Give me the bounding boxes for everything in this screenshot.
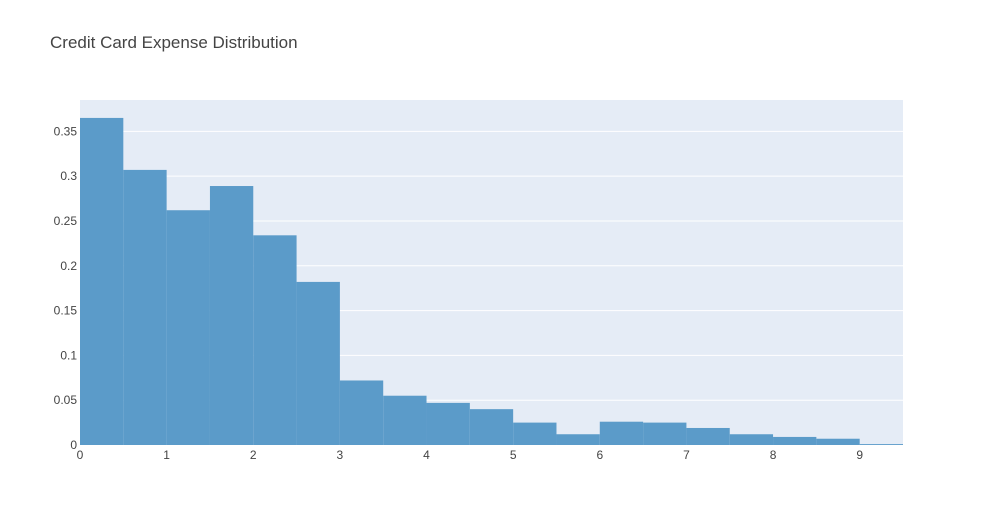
x-tick-label: 6 — [596, 448, 603, 462]
x-tick-label: 7 — [683, 448, 690, 462]
histogram-bar — [296, 281, 340, 445]
histogram-bar — [209, 186, 254, 445]
histogram-bar — [339, 380, 384, 445]
x-axis-ticks: 0 1 2 3 4 5 6 7 8 9 — [77, 448, 864, 462]
y-tick-label: 0 — [70, 438, 77, 452]
histogram-bar — [686, 427, 730, 445]
x-tick-label: 1 — [163, 448, 170, 462]
bars — [80, 117, 903, 445]
x-tick-label: 8 — [770, 448, 777, 462]
y-tick-label: 0.25 — [54, 214, 78, 228]
histogram-bar — [643, 422, 687, 445]
histogram-bar — [469, 409, 514, 445]
chart-title: Credit Card Expense Distribution — [50, 33, 298, 52]
histogram-bar — [513, 422, 557, 445]
y-tick-label: 0.1 — [60, 348, 77, 362]
x-tick-label: 3 — [337, 448, 344, 462]
histogram-bar — [166, 210, 210, 445]
histogram-bar — [80, 117, 124, 445]
histogram-bar — [556, 434, 600, 445]
x-tick-label: 9 — [856, 448, 863, 462]
x-tick-label: 2 — [250, 448, 257, 462]
histogram-bar — [729, 434, 774, 445]
histogram-bar — [123, 169, 167, 445]
x-tick-label: 5 — [510, 448, 517, 462]
histogram-bar — [816, 438, 860, 445]
x-tick-label: 4 — [423, 448, 430, 462]
y-tick-label: 0.15 — [54, 304, 78, 318]
histogram-bar — [253, 235, 297, 445]
histogram-bar — [426, 402, 470, 445]
histogram-bar — [599, 421, 644, 445]
y-tick-label: 0.05 — [54, 393, 78, 407]
y-tick-label: 0.35 — [54, 124, 78, 138]
y-axis-ticks: 0 0.05 0.1 0.15 0.2 0.25 0.3 0.35 — [54, 124, 78, 452]
histogram-bar — [773, 436, 817, 445]
histogram-bar — [859, 444, 903, 445]
y-tick-label: 0.3 — [60, 169, 77, 183]
histogram-bar — [383, 395, 427, 445]
y-tick-label: 0.2 — [60, 259, 77, 273]
x-tick-label: 0 — [77, 448, 84, 462]
